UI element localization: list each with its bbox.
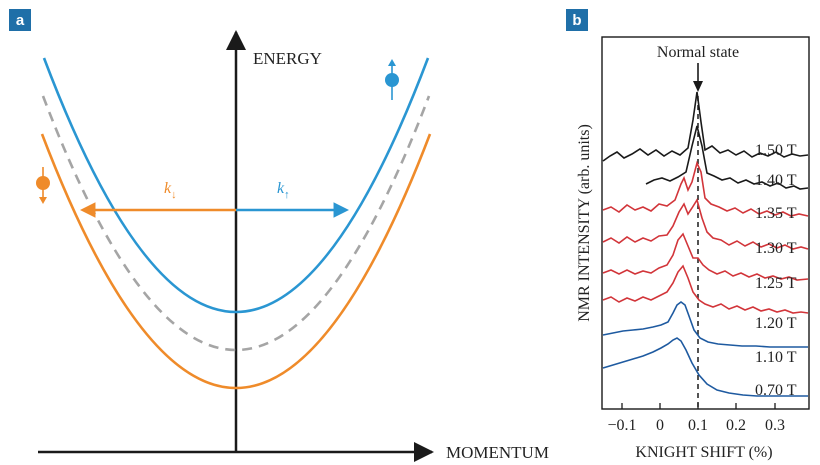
label-1-35T: 1.35 T — [755, 205, 797, 222]
normal-state-label: Normal state — [657, 44, 739, 61]
spin-up-band — [42, 57, 430, 314]
spin-down-band — [40, 133, 432, 390]
spectrum-1-25T — [602, 232, 809, 281]
spectrum-1-35T — [602, 160, 809, 217]
label-1-50T: 1.50 T — [755, 142, 797, 159]
plot-frame — [601, 36, 810, 410]
label-1-40T: 1.40 T — [755, 172, 797, 189]
panel-a-tag: a — [9, 9, 31, 31]
panel-b: Normal state 1.50 T 1.40 T 1.35 T 1.30 T… — [576, 36, 810, 461]
xtick-label-m0-1: −0.1 — [607, 417, 636, 434]
momentum-axis-label: MOMENTUM — [446, 443, 549, 462]
panel-a: ENERGY MOMENTUM k↓ k↑ — [36, 30, 549, 462]
k-down-label: k↓ — [164, 180, 177, 201]
spin-down-icon — [36, 167, 50, 204]
panel-b-tag: b — [566, 9, 588, 31]
spectrum-0-70T — [602, 337, 808, 397]
label-1-30T: 1.30 T — [755, 240, 797, 257]
label-1-10T: 1.10 T — [755, 349, 797, 366]
label-1-20T: 1.20 T — [755, 315, 797, 332]
spectrum-1-20T — [602, 264, 809, 314]
normal-state-arrowhead — [693, 81, 703, 92]
k-up-label: k↑ — [277, 180, 290, 201]
y-axis-label: NMR INTENSITY (arb. units) — [576, 124, 593, 322]
energy-axis-label: ENERGY — [253, 49, 322, 68]
xtick-label-0: 0 — [656, 417, 664, 434]
unpolarized-band — [41, 95, 431, 352]
x-axis-label: KNIGHT SHIFT (%) — [635, 444, 772, 461]
xtick-label-0-1: 0.1 — [688, 417, 708, 434]
label-0-70T: 0.70 T — [755, 382, 797, 399]
spectrum-1-40T — [645, 125, 809, 190]
xtick-label-0-2: 0.2 — [726, 417, 746, 434]
spin-up-icon — [385, 59, 399, 100]
label-1-25T: 1.25 T — [755, 275, 797, 292]
spectrum-1-10T — [602, 301, 808, 348]
spectrum-1-50T — [602, 91, 809, 162]
xtick-label-0-3: 0.3 — [765, 417, 785, 434]
spectrum-1-30T — [602, 198, 809, 250]
x-ticks — [621, 403, 776, 409]
